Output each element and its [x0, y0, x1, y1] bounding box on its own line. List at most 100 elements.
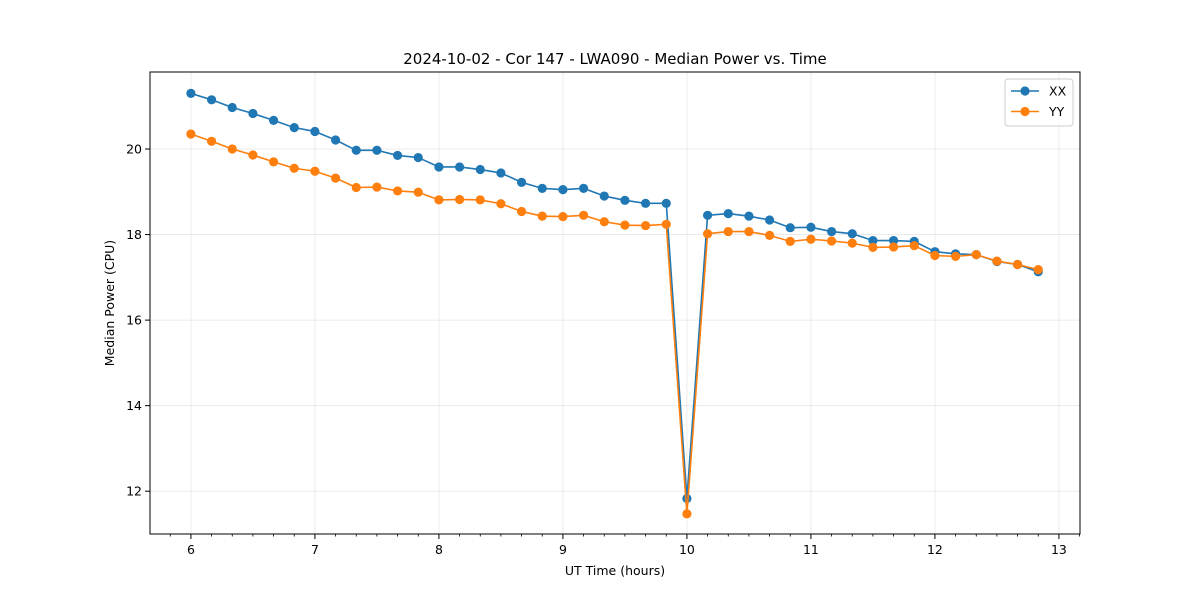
x-tick-label: 6	[187, 542, 195, 557]
chart-title: 2024-10-02 - Cor 147 - LWA090 - Median P…	[403, 50, 827, 68]
series-layer	[186, 88, 1043, 519]
grid	[150, 72, 1080, 534]
data-point-yy	[1012, 259, 1023, 270]
data-point-xx	[227, 102, 237, 113]
data-point-yy	[496, 199, 506, 209]
legend-item-yy: YY	[1011, 104, 1065, 119]
data-point-xx	[599, 191, 609, 201]
data-point-yy	[413, 187, 423, 197]
data-point-xx	[806, 222, 816, 232]
data-point-yy	[992, 256, 1002, 266]
data-point-xx	[330, 135, 341, 145]
data-point-xx	[826, 226, 837, 237]
data-point-xx	[372, 145, 382, 155]
data-point-yy	[330, 173, 341, 183]
data-point-xx	[206, 95, 217, 105]
data-point-xx	[537, 183, 547, 193]
data-point-yy	[764, 230, 775, 241]
data-point-xx	[496, 168, 506, 178]
y-tick-label: 14	[126, 398, 142, 413]
data-point-xx	[268, 115, 279, 125]
y-axis-label: Median Power (CPU)	[102, 240, 117, 366]
data-point-xx	[764, 215, 775, 225]
x-tick-label: 8	[435, 542, 443, 557]
data-point-xx	[558, 185, 568, 195]
data-point-xx	[392, 150, 403, 161]
data-point-yy	[372, 182, 382, 192]
y-tick-label: 20	[126, 142, 142, 157]
data-point-xx	[454, 162, 465, 172]
data-point-xx	[847, 229, 857, 239]
x-tick-label: 9	[559, 542, 567, 557]
data-point-yy	[930, 250, 940, 261]
data-point-yy	[971, 250, 981, 260]
data-point-yy	[806, 234, 816, 244]
data-point-yy	[454, 194, 465, 205]
data-point-yy	[847, 238, 857, 248]
data-point-xx	[682, 493, 692, 504]
x-tick-label: 11	[803, 542, 819, 557]
data-point-yy	[599, 217, 609, 227]
data-point-yy	[516, 206, 527, 217]
legend: XX YY	[1004, 78, 1074, 127]
data-point-xx	[413, 152, 423, 163]
data-point-yy	[434, 195, 444, 205]
y-tick-label: 16	[126, 313, 142, 328]
data-point-xx	[723, 208, 733, 219]
x-tick-label: 10	[679, 542, 695, 557]
data-point-xx	[186, 88, 196, 98]
series-xx	[186, 88, 1043, 504]
data-point-yy	[661, 219, 671, 229]
data-point-yy	[868, 242, 878, 252]
data-point-xx	[888, 235, 899, 246]
data-point-yy	[826, 236, 837, 246]
legend-item-xx: XX	[1011, 84, 1067, 99]
data-point-xx	[785, 223, 795, 233]
data-point-yy	[620, 220, 630, 230]
x-tick-label: 7	[311, 542, 319, 557]
x-tick-label: 12	[927, 542, 943, 557]
data-point-yy	[392, 186, 403, 196]
series-line-xx	[190, 92, 1039, 500]
series-yy	[186, 129, 1043, 519]
data-point-yy	[578, 210, 589, 220]
data-point-yy	[888, 242, 899, 252]
data-point-yy	[186, 129, 196, 139]
data-point-xx	[351, 145, 361, 155]
data-point-yy	[227, 144, 237, 154]
data-point-xx	[620, 195, 630, 205]
x-axis: 6 7 8 9 10 11 12 13	[169, 534, 1080, 557]
series-line-yy	[190, 133, 1039, 515]
data-point-yy	[475, 195, 485, 205]
data-point-xx	[744, 211, 754, 221]
data-point-yy	[268, 157, 279, 167]
data-point-yy	[950, 251, 961, 261]
legend-label-yy: YY	[1048, 104, 1065, 119]
data-point-yy	[702, 229, 713, 239]
legend-marker-xx	[1020, 86, 1030, 96]
data-point-yy	[289, 163, 299, 173]
data-point-yy	[909, 241, 919, 251]
data-point-xx	[640, 198, 651, 208]
data-point-yy	[723, 226, 733, 237]
data-point-yy	[351, 182, 361, 193]
data-point-xx	[289, 123, 299, 133]
data-point-yy	[310, 166, 320, 176]
data-point-xx	[310, 126, 320, 137]
data-point-xx	[578, 183, 589, 193]
y-axis: 12 14 16 18 20	[126, 142, 150, 499]
y-tick-label: 12	[126, 484, 142, 499]
data-point-xx	[868, 235, 878, 246]
data-point-yy	[744, 226, 754, 237]
y-tick-label: 18	[126, 227, 142, 242]
data-point-yy	[1033, 265, 1043, 275]
x-tick-label: 13	[1051, 542, 1067, 557]
legend-marker-yy	[1020, 106, 1030, 117]
data-point-xx	[661, 198, 671, 208]
data-point-xx	[475, 164, 485, 175]
x-axis-label: UT Time (hours)	[565, 563, 665, 578]
data-point-yy	[640, 220, 651, 231]
data-point-yy	[785, 236, 795, 246]
data-point-yy	[206, 136, 217, 146]
